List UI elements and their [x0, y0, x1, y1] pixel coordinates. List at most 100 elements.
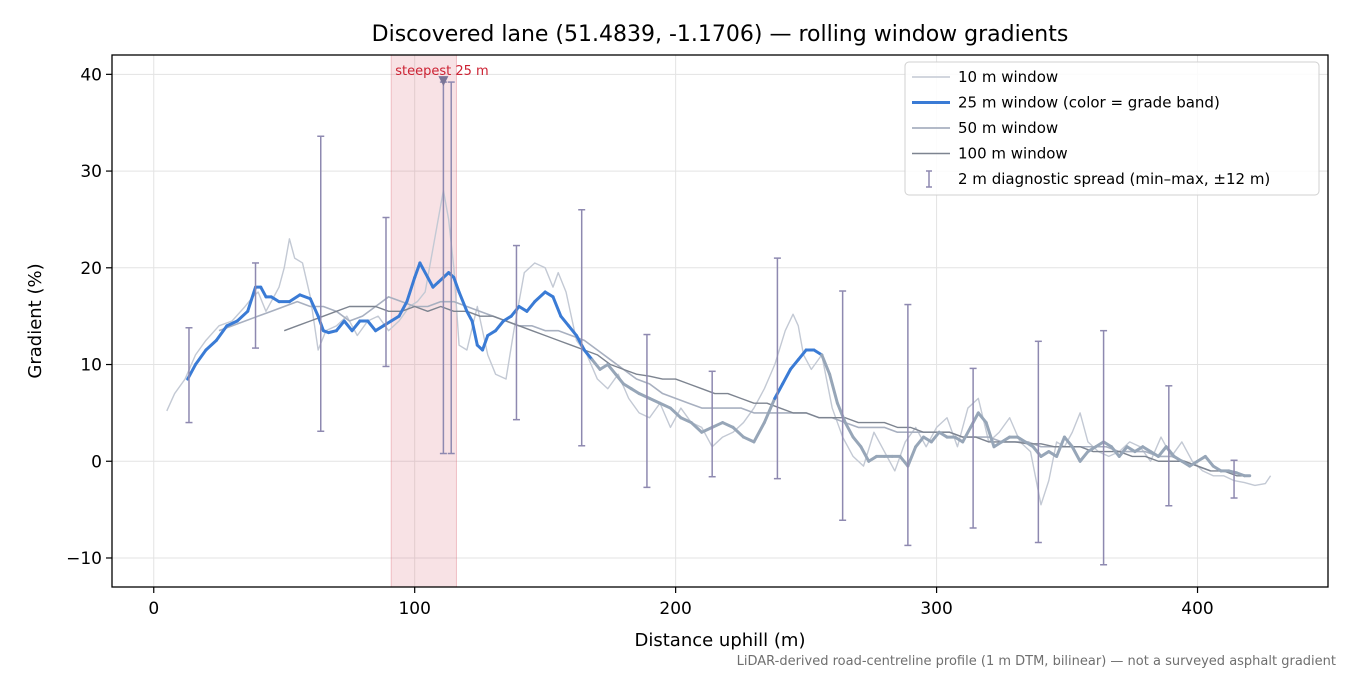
series-25m-segment [421, 266, 430, 279]
series-25m-segment [1031, 445, 1043, 458]
y-tick-label: 40 [80, 65, 102, 85]
series-25m-segment [246, 285, 258, 313]
series-25m-segment [1172, 454, 1184, 463]
series-25m-segment [752, 421, 766, 444]
series-25m-segment [976, 411, 988, 425]
series-25m-segment [1211, 464, 1223, 473]
series-25m-segment [517, 304, 529, 313]
series-25m-segment [710, 421, 725, 429]
steepest-label: steepest 25 m [395, 64, 488, 79]
series-25m-segment [812, 348, 824, 357]
series-25m-segment [679, 416, 693, 425]
series-25m-segment [1164, 445, 1176, 458]
series-25m-segment [225, 319, 239, 328]
series-25m-segment [598, 363, 610, 371]
series-25m-segment [1086, 445, 1098, 454]
series-25m-segment [1102, 440, 1113, 449]
series-25m-segment [501, 314, 513, 323]
series-25m-segment [1094, 440, 1106, 449]
series-25m-segment [405, 275, 417, 304]
series-25m-segment [298, 293, 312, 301]
series-25m-segment [1023, 440, 1035, 449]
legend-label: 10 m window [958, 68, 1058, 86]
series-25m-segment [851, 435, 863, 449]
series-25m-segment [867, 454, 879, 463]
legend-label: 2 m diagnostic spread (min–max, ±12 m) [958, 170, 1270, 188]
error-bar [447, 81, 455, 455]
series-25m-segment [559, 314, 571, 328]
axis-ticks: 0 100 200 300 400 −10 0 10 20 30 40 [66, 65, 1214, 619]
series-25m-segment [700, 425, 714, 434]
series-25m-segment [235, 309, 250, 323]
error-bar [185, 327, 193, 424]
series-25m-segment [929, 430, 941, 444]
series-25m-segment [1141, 445, 1153, 454]
series-25m-segment [731, 425, 745, 439]
series-25m-segment [621, 382, 633, 391]
series-25m-segment [287, 293, 302, 304]
series-25m-segment [648, 396, 662, 405]
series-25m-segment [762, 396, 777, 425]
series-25m-segment [470, 319, 479, 347]
series-25m-segment [551, 295, 563, 318]
series-25m-segment [1047, 450, 1059, 458]
error-bar [578, 209, 586, 447]
series-25m-segment [525, 300, 537, 313]
series-25m-segment [668, 406, 683, 420]
y-tick-label: 20 [80, 259, 102, 279]
series-25m-segment [1149, 450, 1160, 458]
legend-box [904, 61, 1320, 196]
series-25m-segment [741, 435, 756, 444]
series-25m-segment [721, 421, 735, 429]
y-axis-label: Gradient (%) [25, 263, 46, 378]
series-25m-segment [637, 392, 652, 400]
series-25m-segment [689, 421, 704, 434]
series-25m-segment [574, 334, 586, 352]
series-25m-segment [1180, 459, 1192, 468]
series-25m-segment [204, 338, 218, 352]
series-25m-segment [629, 387, 641, 396]
series-25m-segment [1000, 435, 1012, 444]
error-bar [1165, 385, 1173, 507]
series-25m-segment [426, 275, 435, 289]
series-25m-segment [781, 367, 792, 386]
series-25m-segment [914, 435, 926, 449]
marker-layer: steepest 25 m [395, 64, 489, 87]
series-25m-segment [898, 454, 910, 468]
error-bar [382, 216, 390, 368]
series-25m-segment [366, 319, 378, 333]
y-tick-label: 10 [80, 356, 102, 376]
series-25m-segment [194, 348, 208, 367]
x-tick-label: 200 [659, 599, 691, 619]
series-25m-segment [342, 319, 354, 333]
steepest-marker [438, 76, 449, 87]
error-bar [252, 262, 260, 349]
series-25m-segment [350, 319, 362, 333]
legend-item-10m: 10 m window [912, 68, 1058, 86]
series-25m-segment [820, 353, 832, 376]
series-25m-segment [1125, 445, 1137, 454]
series-25m-segment [465, 309, 474, 323]
series-25m-segment [269, 295, 281, 304]
error-bar [1034, 340, 1042, 544]
series-25m-segment [334, 319, 346, 333]
series-25m-segment [457, 290, 469, 313]
series-25m-segment [1078, 450, 1090, 463]
series-25m-segment [486, 329, 498, 338]
series-25m-segment [773, 382, 785, 400]
series-25m-segment [843, 421, 855, 439]
series-25m-segment [1039, 450, 1051, 458]
x-tick-label: 100 [398, 599, 430, 619]
error-bar [708, 370, 716, 478]
error-bars [185, 81, 1238, 566]
series-25m-segment [1188, 459, 1200, 468]
chart-title: Discovered lane (51.4839, -1.1706) — rol… [372, 22, 1069, 47]
series-25m-segment [961, 425, 973, 444]
legend-item-25m: 25 m window (color = grade band) [912, 94, 1220, 112]
series-25m-segment [509, 304, 521, 318]
error-bar [969, 367, 977, 529]
steepest-segment-highlight [390, 54, 457, 588]
series-25m-segment [937, 430, 949, 439]
error-bar [904, 303, 912, 547]
